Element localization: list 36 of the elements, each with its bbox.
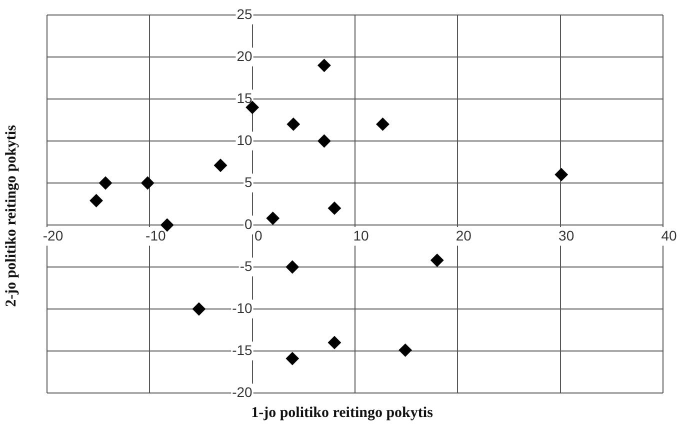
point <box>318 134 331 148</box>
point <box>398 344 412 357</box>
y-tick-label: 15 <box>236 90 253 106</box>
x-tick-label: 20 <box>456 227 472 244</box>
point <box>376 118 390 131</box>
x-tick-label: 10 <box>353 227 369 244</box>
x-tick-label: -20 <box>42 227 64 244</box>
y-tick-label: 5 <box>244 174 253 190</box>
point <box>99 176 112 190</box>
point <box>192 302 206 316</box>
x-tick-label: -10 <box>146 227 166 244</box>
point <box>286 352 299 366</box>
point <box>214 158 228 172</box>
y-tick-label: -10 <box>232 300 253 316</box>
point <box>554 168 568 182</box>
point <box>141 176 154 190</box>
x-tick-label: 40 <box>661 227 677 244</box>
point <box>430 254 444 267</box>
y-tick-label: -15 <box>232 342 253 358</box>
x-tick-label: 30 <box>558 227 574 244</box>
y-tick-label: 25 <box>236 6 253 22</box>
point <box>286 118 300 131</box>
point <box>318 58 331 72</box>
x-axis-title: 1-jo politiko reitingo pokytis <box>250 405 434 422</box>
point <box>328 202 341 215</box>
y-tick-label: 20 <box>236 48 253 64</box>
point <box>90 194 103 208</box>
point <box>160 218 174 232</box>
y-tick-label: -20 <box>232 384 253 400</box>
y-tick-label: -5 <box>240 258 253 274</box>
point <box>328 336 341 350</box>
y-axis-title: 2-jo politiko reitingo pokytis <box>4 125 20 307</box>
point <box>266 212 280 225</box>
y-tick-label: 10 <box>236 132 253 148</box>
y-tick-label: 0 <box>244 216 253 232</box>
point <box>286 260 299 274</box>
